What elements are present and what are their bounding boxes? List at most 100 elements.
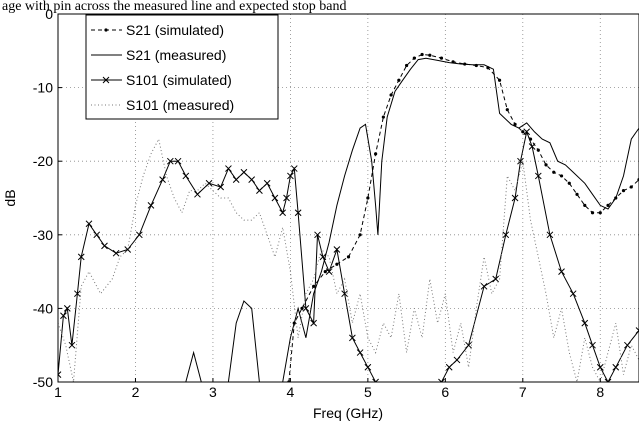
data-point <box>74 290 81 298</box>
data-point <box>575 192 579 196</box>
data-point <box>606 203 610 207</box>
data-point <box>521 130 525 134</box>
data-point <box>381 115 385 119</box>
data-point <box>397 78 401 82</box>
y-tick-label: 0 <box>45 6 53 22</box>
data-point <box>279 209 287 217</box>
data-point <box>428 53 432 57</box>
legend-box <box>85 14 279 120</box>
x-tick-label: 3 <box>209 384 217 400</box>
x-tick-label: 5 <box>364 384 372 400</box>
data-point <box>101 242 108 250</box>
data-point <box>589 341 596 349</box>
data-point <box>420 52 424 57</box>
data-point <box>624 341 631 349</box>
data-point <box>517 157 524 165</box>
data-point <box>559 174 564 178</box>
data-point <box>528 143 536 150</box>
data-point <box>583 203 587 207</box>
series-line <box>288 53 639 382</box>
data-point <box>323 270 327 274</box>
data-point <box>544 163 548 167</box>
data-point <box>135 231 143 239</box>
data-point <box>374 152 378 156</box>
data-point <box>335 262 339 266</box>
data-point <box>256 187 263 194</box>
data-point <box>217 183 225 191</box>
legend-marker <box>104 28 108 32</box>
series-3 <box>58 128 639 382</box>
x-tick-label: 7 <box>519 384 527 400</box>
data-point <box>63 305 71 312</box>
data-point <box>312 284 316 288</box>
data-point <box>511 194 519 202</box>
data-point <box>205 179 213 187</box>
data-point <box>319 253 327 261</box>
data-point <box>240 168 248 176</box>
data-point <box>569 290 577 298</box>
data-point <box>263 179 271 187</box>
data-point <box>534 172 542 180</box>
data-point <box>68 341 76 349</box>
data-point <box>412 56 416 60</box>
data-point <box>567 181 571 185</box>
legend-label: S21 (measured) <box>126 47 226 63</box>
data-point <box>346 255 351 259</box>
y-tick-label: -40 <box>33 300 53 316</box>
data-point <box>453 356 461 364</box>
y-tick-label: -30 <box>33 227 53 243</box>
data-point <box>248 176 256 183</box>
data-point <box>546 231 554 239</box>
data-point <box>438 378 445 382</box>
series-line <box>58 137 639 382</box>
data-point <box>364 363 372 371</box>
data-point <box>635 327 639 334</box>
data-point <box>358 233 362 237</box>
data-point <box>366 196 370 200</box>
data-point <box>194 190 201 198</box>
data-point <box>166 157 174 165</box>
legend-marker <box>102 76 110 84</box>
data-point <box>271 194 279 202</box>
series-layer <box>58 52 639 382</box>
data-point <box>590 211 595 215</box>
data-point <box>58 371 62 378</box>
tick-labels: 1 2 3 4 5 6 7 8 0 -10 -20 -30 -40 -50 <box>33 6 605 400</box>
plot-frame <box>57 13 639 383</box>
x-tick-label: 2 <box>132 384 140 400</box>
legend-label: S101 (simulated) <box>126 72 232 88</box>
data-point <box>445 363 453 371</box>
data-point <box>536 148 540 152</box>
caption-text: age with pin across the measured line an… <box>2 0 346 14</box>
series-4 <box>58 137 639 382</box>
data-point <box>182 172 190 180</box>
data-point <box>300 306 304 310</box>
x-axis-label: Freq (GHz) <box>313 405 383 421</box>
data-point <box>356 349 364 356</box>
data-point <box>492 275 500 283</box>
data-point <box>333 246 341 253</box>
data-point <box>314 231 321 239</box>
legend-label: S101 (measured) <box>126 97 234 113</box>
series-line <box>185 57 639 382</box>
data-point <box>513 122 517 126</box>
data-point <box>310 319 317 327</box>
data-point <box>629 185 633 189</box>
x-tick-label: 6 <box>441 384 449 400</box>
data-point <box>302 305 310 312</box>
x-tick-label: 1 <box>54 384 62 400</box>
x-tick-label: 8 <box>596 384 604 400</box>
data-point <box>112 249 120 257</box>
y-tick-label: -10 <box>33 80 53 96</box>
x-tick-label: 4 <box>287 384 295 400</box>
data-point <box>439 56 444 60</box>
data-point <box>497 78 502 82</box>
y-tick-label: -50 <box>33 374 53 390</box>
data-point <box>77 253 85 261</box>
data-point <box>283 194 290 202</box>
data-point <box>85 220 93 228</box>
legend: S21 (simulated) S21 (measured) S101 (simul… <box>85 14 279 120</box>
data-point <box>604 378 612 382</box>
data-point <box>405 63 409 68</box>
